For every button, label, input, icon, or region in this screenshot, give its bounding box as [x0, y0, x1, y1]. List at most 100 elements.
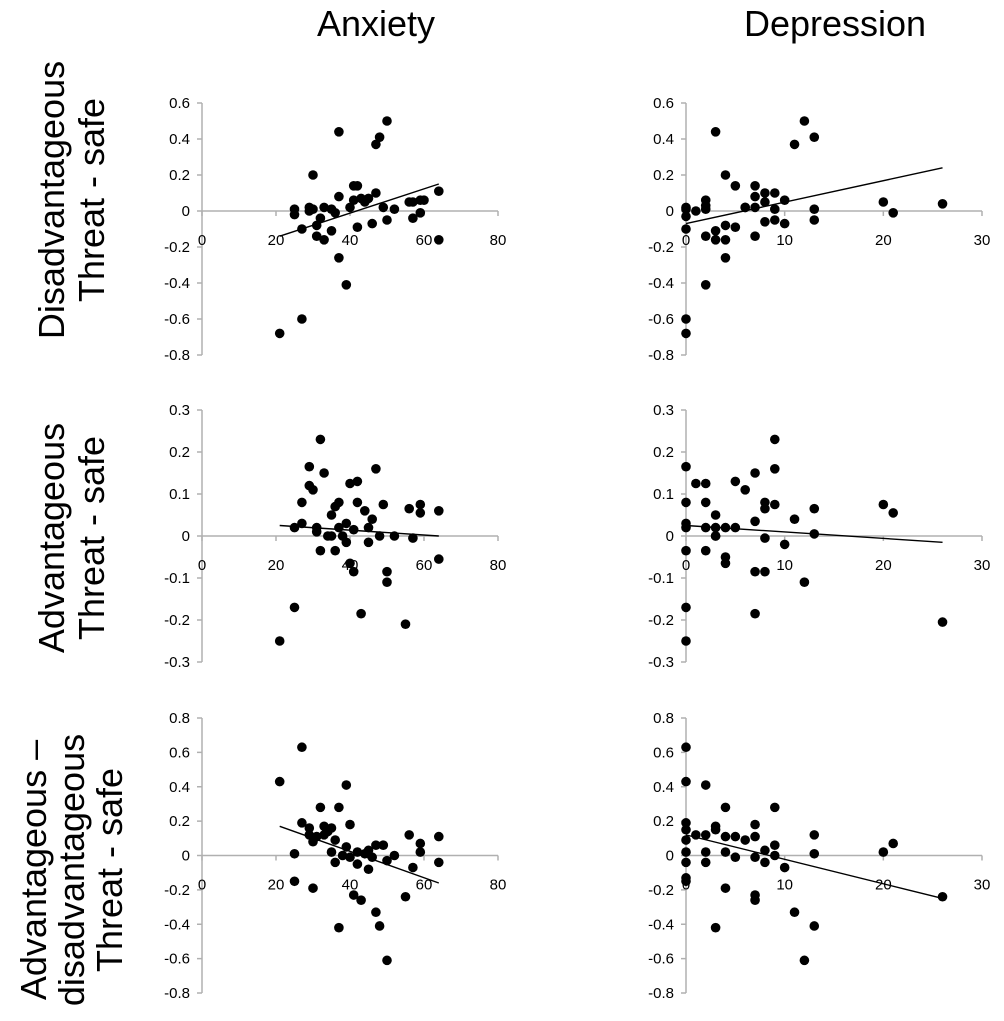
- data-point: [360, 506, 370, 516]
- data-point: [681, 497, 691, 508]
- data-point: [326, 823, 337, 833]
- x-tick-label: 60: [416, 557, 433, 574]
- data-point: [937, 199, 948, 209]
- data-point: [681, 224, 691, 234]
- data-point: [750, 831, 760, 842]
- data-point: [750, 468, 760, 478]
- data-point: [289, 602, 300, 613]
- data-point: [371, 188, 381, 198]
- y-tick-label: 0.6: [169, 95, 190, 112]
- data-point: [374, 921, 385, 931]
- trend-line: [279, 183, 440, 237]
- data-point: [289, 848, 300, 859]
- row-label-line: Threat - safe: [71, 436, 112, 640]
- data-point: [681, 211, 691, 222]
- data-point: [700, 780, 711, 790]
- data-point: [730, 181, 741, 191]
- row-label-difference: Advantageous – disadvantageous Threat - …: [13, 734, 130, 1006]
- data-point: [334, 922, 344, 933]
- data-point: [730, 831, 741, 842]
- data-point: [415, 208, 426, 218]
- data-point: [352, 859, 363, 869]
- data-point: [315, 545, 326, 556]
- y-tick-label: 0.3: [653, 402, 674, 419]
- row-label-line: Disadvantageous: [31, 61, 72, 339]
- y-tick-label: 0.3: [169, 402, 190, 419]
- y-tick-label: -0.2: [164, 612, 190, 629]
- y-tick-label: 0.8: [653, 710, 674, 727]
- data-point: [408, 862, 418, 873]
- data-point: [720, 252, 731, 263]
- data-point: [341, 518, 352, 529]
- data-point: [750, 191, 760, 202]
- data-point: [720, 847, 731, 857]
- data-point: [700, 497, 711, 508]
- data-point: [378, 499, 389, 510]
- y-tick-label: -0.6: [164, 311, 190, 328]
- data-point: [363, 537, 374, 548]
- data-point: [799, 116, 810, 126]
- data-point: [348, 566, 359, 577]
- data-point: [681, 857, 691, 868]
- data-point: [274, 776, 285, 787]
- y-tick-label: 0.2: [169, 444, 190, 461]
- data-point: [371, 840, 381, 850]
- data-point: [352, 222, 363, 232]
- trend-line: [685, 834, 943, 900]
- data-point: [681, 328, 691, 339]
- data-point: [760, 503, 770, 514]
- data-point: [789, 907, 800, 918]
- data-point: [750, 852, 760, 863]
- y-tick-label: -0.2: [648, 882, 674, 899]
- data-point: [400, 619, 411, 629]
- data-point: [691, 478, 701, 489]
- data-point: [308, 170, 318, 180]
- data-point: [371, 139, 381, 150]
- data-point: [341, 780, 352, 790]
- y-tick-label: 0.2: [169, 167, 190, 184]
- y-tick-label: -0.6: [164, 951, 190, 968]
- y-tick-label: 0.2: [653, 813, 674, 830]
- y-tick-label: -0.2: [648, 612, 674, 629]
- data-point: [809, 830, 820, 840]
- x-tick-label: 80: [490, 232, 507, 249]
- x-tick-label: 10: [776, 557, 793, 574]
- data-point: [374, 531, 385, 541]
- x-tick-label: 60: [416, 232, 433, 249]
- data-point: [809, 132, 820, 142]
- row-label-advantageous: Advantageous Threat - safe: [31, 423, 112, 653]
- data-point: [681, 818, 691, 828]
- row-label-line: Advantageous –: [13, 740, 54, 1000]
- data-point: [334, 497, 344, 508]
- data-point: [308, 485, 318, 495]
- data-point: [434, 831, 444, 842]
- data-point: [274, 328, 285, 339]
- data-point: [345, 852, 355, 863]
- scatter-panel-r0-c0: 0.6 0.4 0.2 0 -0.2 -0.4 -0.6 -0.8 0 20 40 60 80: [164, 95, 506, 364]
- data-point: [382, 577, 392, 587]
- row-label-disadvantageous: Disadvantageous Threat - safe: [31, 61, 112, 339]
- data-point: [760, 857, 770, 868]
- data-point: [809, 215, 820, 225]
- data-point: [789, 139, 800, 150]
- data-point: [319, 468, 329, 478]
- data-point: [415, 508, 426, 518]
- y-tick-label: -0.4: [648, 916, 674, 933]
- y-tick-label: 0.4: [653, 779, 674, 796]
- data-point: [415, 499, 426, 510]
- y-tick-label: 0: [182, 528, 190, 545]
- data-point: [352, 181, 363, 191]
- data-point: [274, 636, 285, 646]
- x-tick-label: 40: [342, 232, 359, 249]
- data-point: [710, 922, 721, 933]
- y-tick-label: -0.3: [164, 654, 190, 671]
- data-point: [330, 835, 341, 845]
- data-point: [408, 197, 418, 207]
- y-tick-label: -0.8: [648, 347, 674, 364]
- data-point: [710, 235, 721, 245]
- data-point: [289, 522, 300, 533]
- x-tick-label: 20: [875, 232, 892, 249]
- data-point: [297, 497, 307, 508]
- y-tick-label: 0.2: [653, 444, 674, 461]
